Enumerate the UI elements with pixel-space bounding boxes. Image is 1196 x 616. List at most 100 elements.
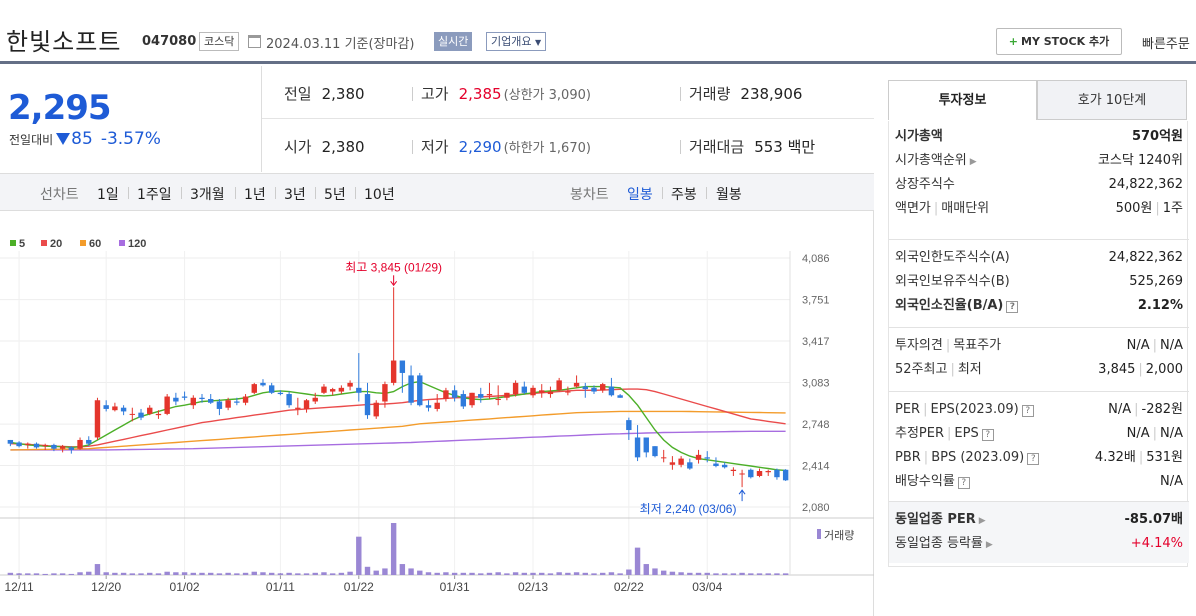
help-icon[interactable]: ? (1021, 405, 1034, 417)
separator: | (923, 402, 928, 417)
period-daily[interactable]: 일봉 (627, 187, 653, 203)
volume-bar (451, 572, 458, 575)
volume-bar (539, 572, 545, 575)
period-1y[interactable]: 1년 (244, 187, 266, 203)
period-monthly[interactable]: 월봉 (716, 187, 742, 203)
candle-body (33, 443, 40, 448)
info-value-text: 3,845 (1098, 362, 1136, 377)
stats-divider (262, 118, 874, 119)
info-value-text: 4.32배 (1094, 450, 1136, 465)
info-value-text: 코스닥 1240위 (1097, 153, 1183, 168)
candle-body (260, 382, 266, 386)
volume-bar (617, 573, 623, 575)
candle-body (216, 401, 223, 409)
candle-body (312, 397, 318, 402)
period-3y[interactable]: 3년 (284, 187, 306, 203)
volume-bar (721, 573, 728, 575)
volume-bar (155, 573, 162, 575)
info-label-text: 외국인보유주식수(B) (895, 274, 1010, 289)
info-value-text: N/A (1160, 338, 1183, 353)
legend-swatch (119, 240, 125, 246)
candle-body (573, 382, 580, 387)
info-label[interactable]: 시가총액순위 ▶ (895, 149, 977, 174)
separator (412, 140, 413, 154)
quick-order-link[interactable]: 빠른주문 (1142, 37, 1190, 52)
candle-body (512, 382, 519, 395)
info-label[interactable]: 동일업종 등락률 ▶ (895, 532, 993, 557)
volume-bar (208, 572, 214, 575)
realtime-button[interactable]: 실시간 (434, 32, 473, 51)
divider (275, 187, 276, 199)
chart-canvas[interactable]: 4,086 3,751 3,417 3,083 2,748 2,414 2,080 12/11… (0, 211, 874, 616)
info-value: -85.07배 (1125, 508, 1183, 532)
stat-label: 고가 (421, 85, 449, 103)
legend-label: 120 (128, 238, 146, 250)
candle-body (539, 390, 545, 393)
chevron-down-icon: ▼ (534, 38, 542, 47)
separator (680, 87, 681, 101)
corp-info-dropdown[interactable]: 기업개요 ▼ (486, 32, 547, 51)
volume-bar (417, 570, 423, 575)
period-1w[interactable]: 1주일 (137, 187, 172, 203)
info-label-text: PER (895, 402, 921, 417)
info-value-text: N/A (1126, 426, 1150, 441)
stock-header: 한빛소프트 047080 코스닥 2024.03.11 기준(장마감) 실시간 … (0, 0, 1196, 64)
y-tick-label: 3,417 (802, 336, 830, 348)
line-chart-label: 선차트 (40, 187, 79, 203)
volume-bar (460, 572, 467, 575)
candle-body (373, 402, 379, 417)
candle-body (417, 375, 423, 406)
chevron-right-icon: ▶ (985, 540, 993, 550)
help-icon[interactable]: ? (1006, 301, 1019, 313)
candle-body (103, 405, 109, 409)
info-row: 시가총액순위 ▶ 코스닥 1240위 (889, 149, 1189, 173)
divider (662, 187, 663, 199)
info-label-text: 동일업종 등락률 (895, 536, 983, 551)
low-annotation: 최저 2,240 (03/06) (640, 502, 737, 516)
period-10y[interactable]: 10년 (364, 187, 395, 203)
info-label-text: EPS (954, 426, 979, 441)
info-value-text: 2,000 (1145, 362, 1183, 377)
info-label-text: 시가총액순위 (895, 153, 967, 168)
volume-bar (7, 572, 14, 575)
candle-body (295, 407, 301, 409)
volume-bar (112, 572, 118, 575)
x-tick-label: 01/22 (344, 580, 374, 594)
volume-bar (373, 570, 379, 575)
period-3m[interactable]: 3개월 (190, 187, 225, 203)
volume-bar (286, 572, 292, 575)
candle-body (25, 443, 31, 445)
candle-body (652, 446, 658, 457)
x-tick-label: 12/20 (91, 580, 121, 594)
tab-orderbook[interactable]: 호가 10단계 (1037, 80, 1187, 120)
volume-bar (147, 572, 153, 575)
help-icon[interactable]: ? (957, 477, 970, 489)
volume-bar (312, 572, 318, 575)
volume-bar (591, 573, 597, 575)
info-label-text: 배당수익률 (895, 474, 955, 489)
candle-body (634, 437, 641, 458)
candle-body (556, 380, 562, 391)
info-value: 24,822,362 (1109, 246, 1183, 270)
period-1d[interactable]: 1일 (97, 187, 119, 203)
info-label: 추정PER | EPS? (895, 422, 994, 446)
period-5y[interactable]: 5년 (324, 187, 346, 203)
candle-body (669, 462, 676, 465)
volume-bar (199, 572, 205, 575)
info-label: PER | EPS(2023.09)? (895, 398, 1034, 422)
candle-body (112, 406, 118, 411)
help-icon[interactable]: ? (981, 429, 994, 441)
volume-bar (478, 573, 484, 575)
x-tick-label: 02/13 (518, 580, 548, 594)
candlestick-chart[interactable]: 4,086 3,751 3,417 3,083 2,748 2,414 2,080 12/11… (0, 211, 874, 616)
volume-bar (103, 572, 109, 575)
candle-body (591, 387, 597, 392)
mystock-add-button[interactable]: + MY STOCK 추가 (996, 28, 1122, 55)
info-row: 동일업종 등락률 ▶ +4.14% (889, 532, 1189, 556)
info-label[interactable]: 동일업종 PER ▶ (895, 508, 986, 533)
period-weekly[interactable]: 주봉 (671, 187, 697, 203)
tab-investment-info[interactable]: 투자정보 (888, 80, 1037, 120)
help-icon[interactable]: ? (1027, 453, 1040, 465)
candle-body (251, 384, 257, 393)
separator: | (947, 426, 952, 441)
